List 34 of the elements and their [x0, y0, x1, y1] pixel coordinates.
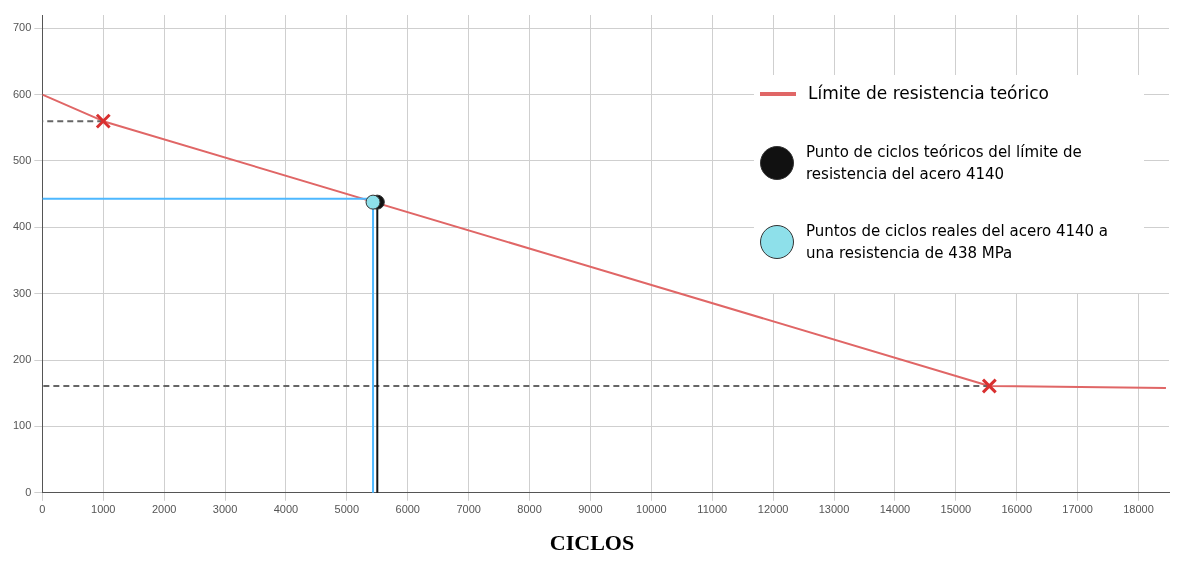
point — [95, 113, 112, 130]
x-tick-label: 2000 — [151, 503, 177, 516]
x-tick-label: 5000 — [334, 503, 360, 516]
x-tick-label: 13000 — [818, 503, 850, 516]
x-tick-label: 3000 — [212, 503, 238, 516]
x-tick-label: 0 — [39, 503, 46, 516]
legend-label: Límite de resistencia teórico — [808, 82, 1049, 105]
x-tick-label: 8000 — [517, 503, 542, 516]
x-tick-label: 12000 — [757, 503, 789, 516]
x-tick-label: 9000 — [578, 503, 603, 516]
legend-label: Punto de ciclos teóricos del límite de resistencia del acero 4140 — [806, 141, 1083, 185]
y-tick-label: 500 — [12, 154, 32, 167]
x-tick-label: 1000 — [91, 503, 116, 516]
x-tick-label: 15000 — [940, 503, 972, 516]
x-tick-label: 10000 — [636, 503, 667, 516]
legend-label: Puntos de ciclos reales del acero 4140 a una resistencia de 438 MPa — [806, 220, 1110, 264]
y-tick-label: 600 — [12, 87, 32, 100]
y-tick-label: 400 — [12, 220, 32, 233]
x-tick-label: 17000 — [1062, 503, 1093, 516]
x-tick-label: 7000 — [456, 503, 481, 516]
x-tick-label: 11000 — [697, 503, 728, 516]
y-tick-label: 0 — [25, 485, 32, 498]
x-tick-label: 14000 — [879, 503, 911, 516]
point — [365, 194, 381, 210]
y-tick-label: 200 — [12, 353, 32, 366]
y-tick-label: 700 — [12, 21, 32, 34]
x-tick-label: 16000 — [1001, 503, 1033, 516]
x-tick-label: 18000 — [1123, 503, 1154, 516]
x-tick-label: 6000 — [395, 503, 420, 516]
x-axis-title: CICLOS — [548, 530, 636, 556]
y-tick-label: 100 — [12, 419, 32, 432]
point — [981, 378, 998, 394]
x-tick-label: 4000 — [273, 503, 299, 516]
y-tick-label: 300 — [12, 286, 32, 299]
